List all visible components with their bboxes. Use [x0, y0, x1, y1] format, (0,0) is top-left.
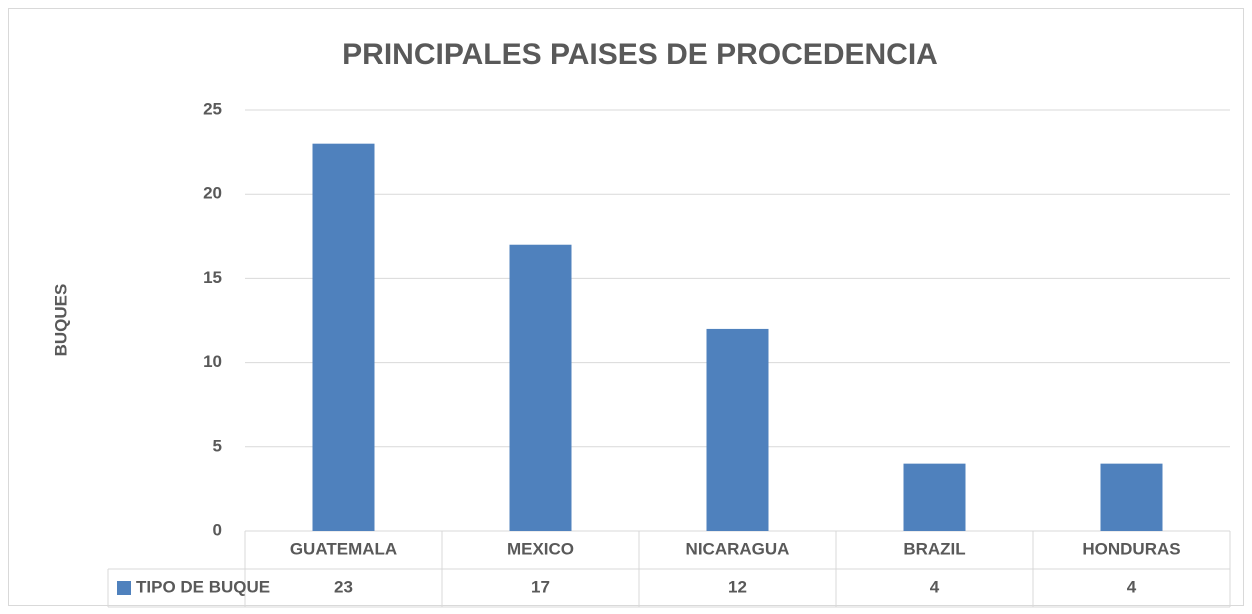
x-tick-label: MEXICO [507, 539, 574, 558]
bar [706, 328, 769, 531]
chart-title: PRINCIPALES PAISES DE PROCEDENCIA [342, 38, 938, 71]
x-tick-label: HONDURAS [1082, 539, 1180, 558]
table-value: 4 [1127, 577, 1137, 596]
x-tick-label: GUATEMALA [290, 539, 397, 558]
table-value: 23 [334, 577, 353, 596]
y-axis-label: BUQUES [51, 284, 70, 357]
y-tick-label: 25 [203, 99, 222, 118]
bar [312, 143, 375, 531]
table-value: 17 [531, 577, 550, 596]
table-value: 12 [728, 577, 747, 596]
y-tick-label: 20 [203, 184, 222, 203]
bar [1100, 463, 1163, 531]
x-tick-label: BRAZIL [903, 539, 965, 558]
y-tick-label: 0 [213, 520, 222, 539]
y-tick-label: 5 [213, 436, 222, 455]
y-tick-label: 15 [203, 268, 222, 287]
chart-border [8, 8, 1244, 606]
bar [509, 244, 572, 531]
legend-label: TIPO DE BUQUE [136, 577, 270, 596]
y-tick-label: 10 [203, 352, 222, 371]
legend-swatch [117, 581, 131, 595]
x-tick-label: NICARAGUA [686, 539, 790, 558]
table-value: 4 [930, 577, 940, 596]
bar [903, 463, 966, 531]
